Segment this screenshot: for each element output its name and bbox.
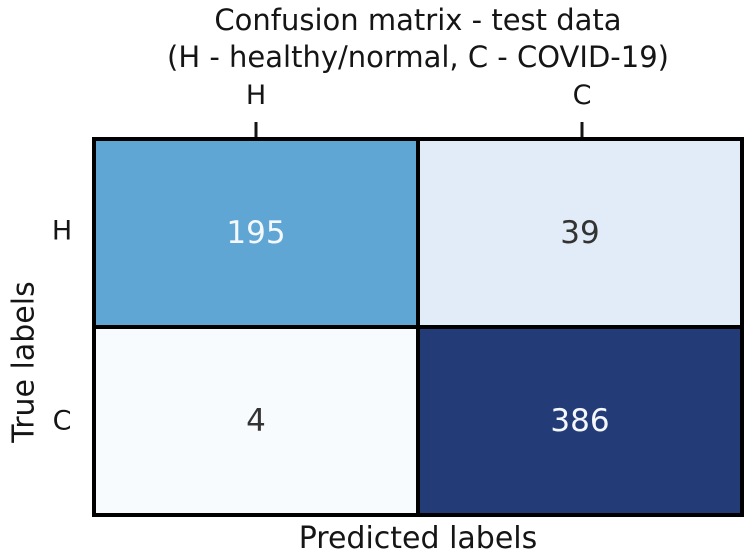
confusion-matrix-grid: 195 39 4 386	[92, 137, 744, 517]
xtick-label-h: H	[245, 80, 267, 111]
cell-value-true-h-pred-c: 39	[560, 215, 600, 251]
cell-value-true-h-pred-h: 195	[226, 215, 286, 251]
chart-title-line2: (H - healthy/normal, C - COVID-19)	[167, 40, 669, 74]
ytick-label-h: H	[51, 215, 73, 247]
chart-title: Confusion matrix - test data (H - health…	[92, 2, 744, 76]
matrix-cell-true-c-pred-c: 386	[420, 329, 740, 513]
x-axis-label: Predicted labels	[298, 521, 538, 556]
matrix-cell-true-c-pred-h: 4	[96, 329, 416, 513]
matrix-cell-true-h-pred-c: 39	[420, 141, 740, 325]
chart-title-line1: Confusion matrix - test data	[214, 3, 622, 37]
cell-value-true-c-pred-c: 386	[550, 403, 610, 439]
ytick-label-c: C	[52, 405, 72, 437]
xtick-mark-h	[254, 122, 258, 137]
matrix-cell-true-h-pred-h: 195	[96, 141, 416, 325]
xtick-mark-c	[580, 122, 584, 137]
y-axis-label: True labels	[6, 281, 42, 443]
cell-value-true-c-pred-h: 4	[246, 403, 266, 439]
xtick-label-c: C	[572, 80, 592, 111]
